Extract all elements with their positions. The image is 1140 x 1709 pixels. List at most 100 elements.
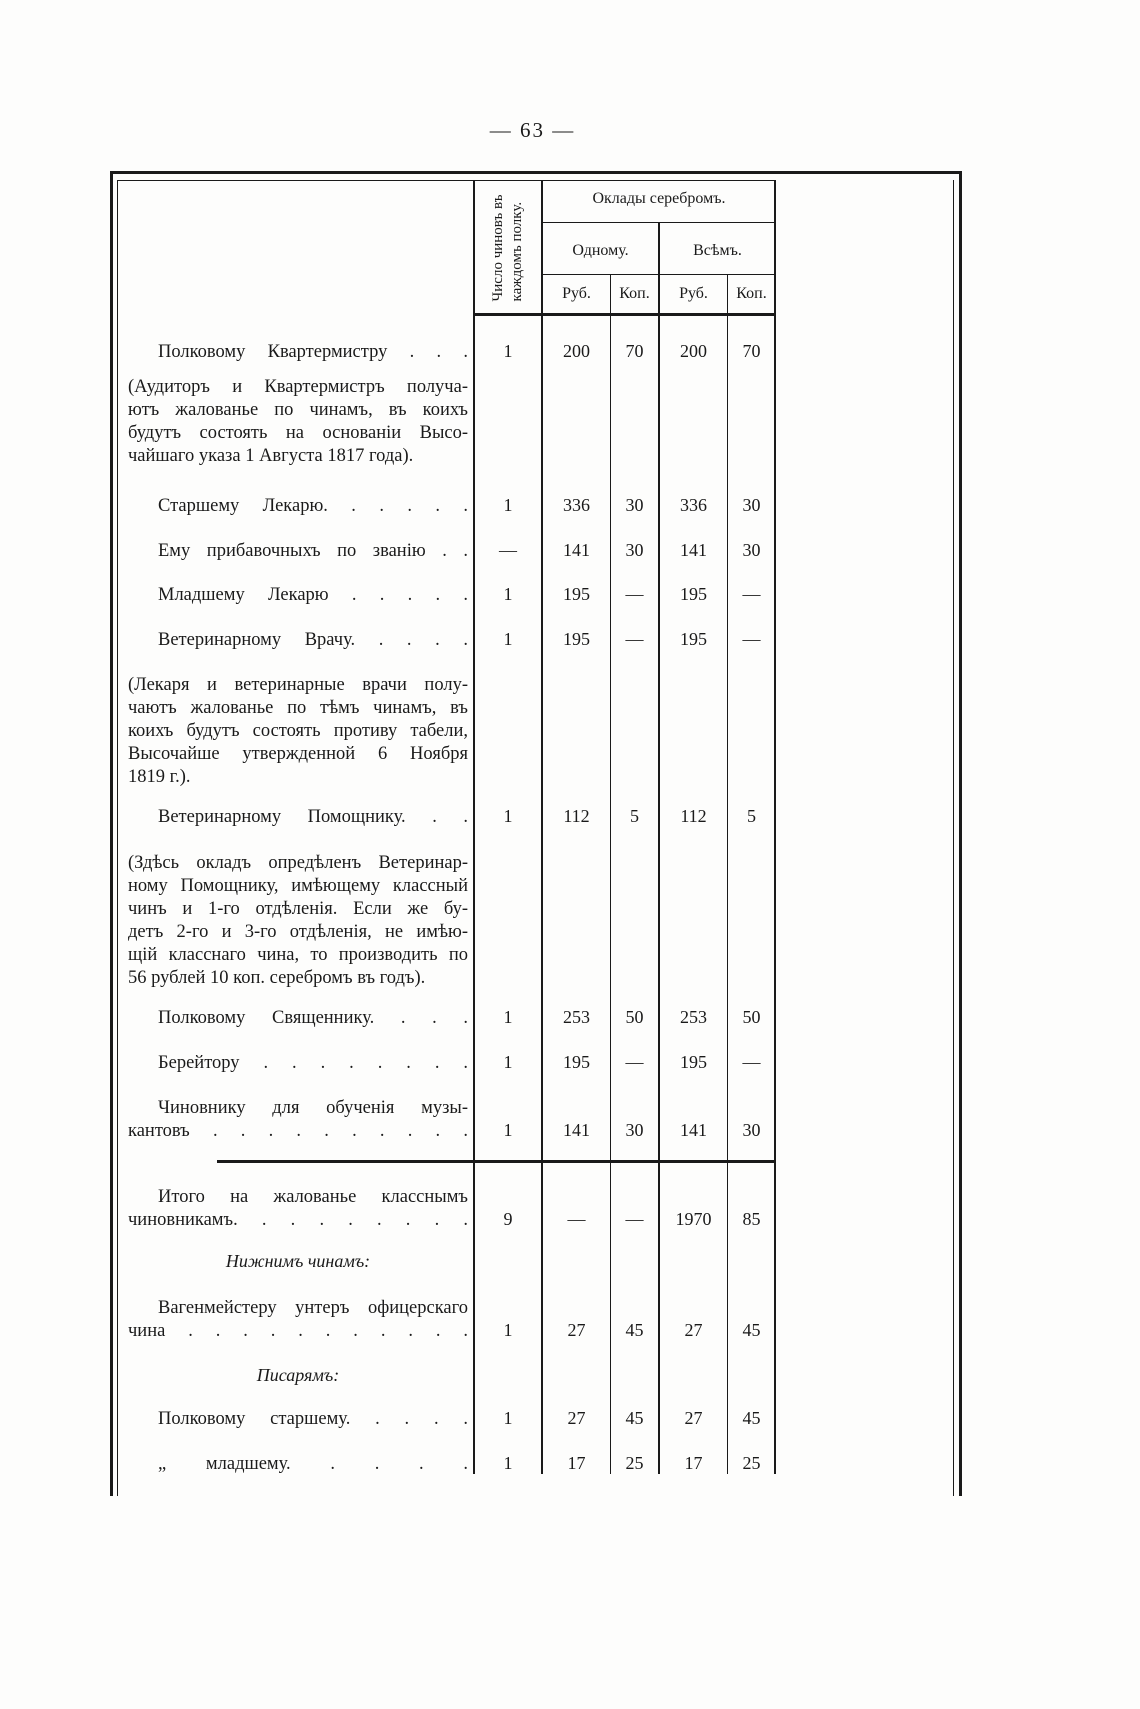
col-line-label xyxy=(473,180,475,1474)
row-label: Младшему Лекарю . . . . . xyxy=(128,584,468,607)
cell-count: 1 xyxy=(503,584,513,604)
cell-all-rub: 141 xyxy=(680,1120,707,1140)
table-note: (Аудиторъ и Квартермистръ получа-ютъ жал… xyxy=(128,376,468,468)
cell-all-rub: 200 xyxy=(680,341,707,361)
frame-right-outer xyxy=(959,171,962,1496)
frame-top-outer xyxy=(110,171,962,174)
row-label-line: Полковому старшему. . . . . xyxy=(158,1409,468,1429)
col-line-one-kop xyxy=(610,275,611,1474)
header-one-kop: Коп. xyxy=(619,285,650,302)
row-label-line: Полковому Священнику. . . . xyxy=(158,1008,468,1028)
cell-one-rub: — xyxy=(567,1209,586,1229)
frame-top-inner xyxy=(117,180,775,181)
row-label-line: Ему прибавочныхъ по званiю . . xyxy=(158,541,468,561)
row-label: Полковому старшему. . . . . xyxy=(128,1408,468,1431)
cell-count: 9 xyxy=(503,1209,513,1229)
col-line-count xyxy=(541,180,543,1474)
cell-all-rub: 112 xyxy=(680,806,707,826)
note-line: чинъ и 1-го отдѣленiя. Если же бу- xyxy=(128,899,468,919)
cell-all-kop: — xyxy=(742,629,761,649)
note-line: чаютъ жалованье по тѣмъ чинамъ, въ xyxy=(128,698,468,718)
col-line-all-kop xyxy=(727,275,728,1474)
row-label-line: Берейтору . . . . . . . . xyxy=(158,1053,468,1073)
col-line-all xyxy=(658,223,660,1474)
cell-all-rub: 27 xyxy=(684,1320,703,1340)
cell-all-rub: 195 xyxy=(680,1052,707,1072)
cell-one-kop: — xyxy=(625,629,644,649)
cell-count: 1 xyxy=(503,1120,513,1140)
header-line-2 xyxy=(543,274,775,275)
row-label-line: Ветеринарному Помощнику. . . xyxy=(158,807,468,827)
note-line: чайшаго указа 1 Августа 1817 года). xyxy=(128,446,414,466)
row-label: Итого на жалованье класснымъ чиновникамъ.… xyxy=(128,1186,468,1232)
cell-all-kop: 50 xyxy=(742,1007,761,1027)
cell-all-rub: 336 xyxy=(680,495,707,515)
cell-count: 1 xyxy=(503,629,513,649)
cell-all-kop: — xyxy=(742,584,761,604)
note-line: коихъ будутъ состоять противу табели, xyxy=(128,721,468,741)
section-subheading: Писарямъ: xyxy=(256,1365,340,1385)
cell-one-kop: 70 xyxy=(625,341,644,361)
row-label: Полковому Священнику. . . . xyxy=(128,1007,468,1030)
note-line: детъ 2-го и 3-го отдѣленiя, не имѣю- xyxy=(128,922,468,942)
cell-all-kop: 5 xyxy=(747,806,756,826)
frame-right-inner xyxy=(953,180,954,1496)
row-label: Чиновнику для обученiя музы-кантовъ . . … xyxy=(128,1097,468,1143)
cell-one-kop: — xyxy=(625,1209,644,1229)
row-label: Вагенмейстеру унтеръ офицерскаго чина . .… xyxy=(128,1297,468,1343)
cell-one-rub: 253 xyxy=(563,1007,590,1027)
cell-all-kop: 30 xyxy=(742,1120,761,1140)
cell-one-kop: 30 xyxy=(625,540,644,560)
cell-one-rub: 336 xyxy=(563,495,590,515)
row-label: Старшему Лекарю. . . . . . xyxy=(128,495,468,518)
cell-one-rub: 27 xyxy=(567,1408,586,1428)
note-line: (Аудиторъ и Квартермистръ получа- xyxy=(128,377,468,397)
table-note: (Лекаря и ветеринарные врачи полу-чаютъ … xyxy=(128,674,468,789)
cell-all-rub: 141 xyxy=(680,540,707,560)
cell-one-rub: 17 xyxy=(567,1453,586,1473)
header-count-line-2: каждомъ полку. xyxy=(509,201,525,302)
total-rule xyxy=(217,1160,775,1163)
row-label: Ветеринарному Помощнику. . . xyxy=(128,806,468,829)
cell-one-kop: 45 xyxy=(625,1320,644,1340)
header-salary-group: Оклады серебромъ. xyxy=(592,190,726,207)
cell-all-rub: 1970 xyxy=(675,1209,712,1229)
row-label-line: „ младшему. . . . . xyxy=(158,1454,468,1474)
cell-all-rub: 253 xyxy=(680,1007,707,1027)
cell-count: 1 xyxy=(503,1007,513,1027)
cell-all-kop: 45 xyxy=(742,1408,761,1428)
row-label: Ему прибавочныхъ по званiю . . xyxy=(128,540,468,563)
row-label-line: Вагенмейстеру унтеръ офицерскаго xyxy=(158,1298,468,1318)
cell-one-rub: 141 xyxy=(563,540,590,560)
note-line: ютъ жалованье по чинамъ, въ коихъ xyxy=(128,400,468,420)
note-line: будутъ состоять на основанiи Высо- xyxy=(128,423,468,443)
cell-one-kop: — xyxy=(625,1052,644,1072)
row-label-line: кантовъ . . . . . . . . . . xyxy=(128,1121,468,1141)
cell-all-rub: 17 xyxy=(684,1453,703,1473)
cell-count: 1 xyxy=(503,1453,513,1473)
note-line: ному Помощнику, имѣющему классный xyxy=(128,876,468,896)
header-all-rub: Руб. xyxy=(679,285,708,302)
row-label: Берейтору . . . . . . . . xyxy=(128,1052,468,1075)
cell-one-rub: 195 xyxy=(563,1052,590,1072)
cell-one-kop: 50 xyxy=(625,1007,644,1027)
cell-one-kop: 45 xyxy=(625,1408,644,1428)
cell-all-kop: 30 xyxy=(742,540,761,560)
header-line-1 xyxy=(543,222,775,223)
row-label: Ветеринарному Врачу. . . . . xyxy=(128,629,468,652)
cell-one-rub: 112 xyxy=(563,806,590,826)
section-subheading: Нижнимъ чинамъ: xyxy=(225,1251,371,1271)
table-right-border xyxy=(774,180,776,1474)
row-label-line: чина . . . . . . . . . . . xyxy=(128,1321,468,1341)
cell-one-kop: 25 xyxy=(625,1453,644,1473)
row-label-line: Чиновнику для обученiя музы- xyxy=(158,1098,468,1118)
cell-count: 1 xyxy=(503,1052,513,1072)
header-count-line-1: Число чиновъ въ xyxy=(490,194,506,302)
table-note: (Здѣсь окладъ опредѣленъ Ветеринар-ному … xyxy=(128,852,468,990)
row-label-line: чиновникамъ. . . . . . . . . xyxy=(128,1210,468,1230)
row-label-line: Старшему Лекарю. . . . . . xyxy=(158,496,468,516)
page-number: — 63 — xyxy=(489,118,576,142)
cell-all-rub: 27 xyxy=(684,1408,703,1428)
cell-count: — xyxy=(499,540,517,560)
